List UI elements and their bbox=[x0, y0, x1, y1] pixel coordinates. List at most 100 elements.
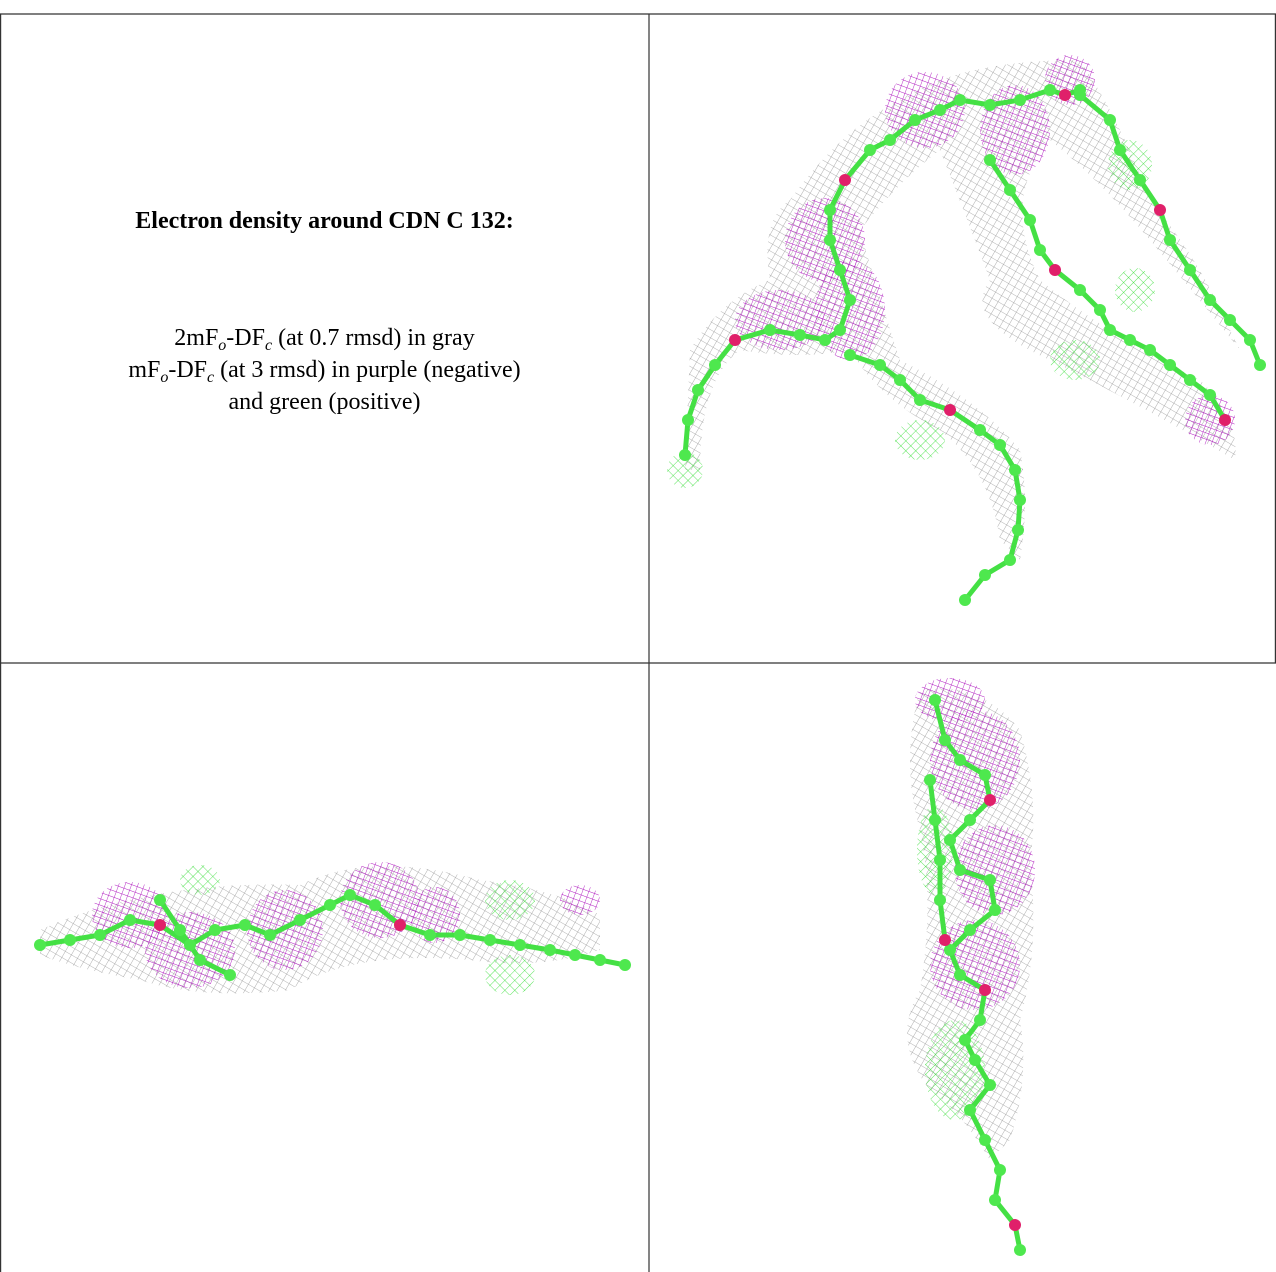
atom bbox=[844, 349, 856, 361]
atom bbox=[154, 894, 166, 906]
atom bbox=[174, 924, 186, 936]
atom bbox=[1014, 1244, 1026, 1256]
atom bbox=[989, 1194, 1001, 1206]
atom bbox=[954, 864, 966, 876]
density-panel-bottom-left bbox=[34, 862, 631, 995]
legend-text: and green (positive) bbox=[229, 389, 421, 415]
atom bbox=[844, 294, 856, 306]
atom bbox=[154, 919, 166, 931]
legend-line: 2mFo-DFc (at 0.7 rmsd) in gray bbox=[0, 322, 649, 354]
atom bbox=[954, 94, 966, 106]
density-panel-bottom-right bbox=[907, 678, 1035, 1256]
atom bbox=[34, 939, 46, 951]
atom bbox=[1204, 389, 1216, 401]
atom bbox=[94, 929, 106, 941]
atom bbox=[394, 919, 406, 931]
atom bbox=[1012, 524, 1024, 536]
atom bbox=[939, 934, 951, 946]
atom bbox=[979, 984, 991, 996]
atom bbox=[914, 394, 926, 406]
atom bbox=[239, 919, 251, 931]
figure-page: Electron density around CDN C 132: 2mFo-… bbox=[0, 0, 1276, 1272]
atom bbox=[1124, 334, 1136, 346]
atom bbox=[1104, 114, 1116, 126]
atom bbox=[934, 104, 946, 116]
atom bbox=[1154, 204, 1166, 216]
figure-art bbox=[0, 0, 1276, 1272]
atom bbox=[874, 359, 886, 371]
atom bbox=[264, 929, 276, 941]
atom bbox=[324, 899, 336, 911]
atom bbox=[1204, 294, 1216, 306]
atom bbox=[1094, 304, 1106, 316]
legend-text: mF bbox=[128, 357, 160, 383]
atom bbox=[1134, 174, 1146, 186]
atom bbox=[344, 889, 356, 901]
atom bbox=[884, 134, 896, 146]
atom bbox=[834, 324, 846, 336]
atom bbox=[1184, 264, 1196, 276]
atom bbox=[124, 914, 136, 926]
atom bbox=[369, 899, 381, 911]
atom bbox=[1244, 334, 1256, 346]
atom bbox=[1164, 359, 1176, 371]
atom bbox=[974, 424, 986, 436]
atom bbox=[1164, 234, 1176, 246]
atom bbox=[1184, 374, 1196, 386]
atom bbox=[454, 929, 466, 941]
atom bbox=[184, 939, 196, 951]
atom bbox=[824, 204, 836, 216]
atom bbox=[819, 334, 831, 346]
atom bbox=[864, 144, 876, 156]
atom bbox=[764, 324, 776, 336]
legend-subscript: c bbox=[265, 337, 272, 354]
atom bbox=[1024, 214, 1036, 226]
atom bbox=[294, 914, 306, 926]
atom bbox=[944, 404, 956, 416]
atom bbox=[1034, 244, 1046, 256]
atom bbox=[924, 774, 936, 786]
legend-line: mFo-DFc (at 3 rmsd) in purple (negative) bbox=[0, 354, 649, 386]
atom bbox=[994, 1164, 1006, 1176]
legend-text: -DF bbox=[168, 357, 207, 383]
atom bbox=[594, 954, 606, 966]
atom bbox=[1009, 1219, 1021, 1231]
atom bbox=[984, 99, 996, 111]
atom bbox=[569, 949, 581, 961]
table-borders bbox=[0, 14, 1276, 1272]
atom bbox=[1074, 89, 1086, 101]
atom bbox=[929, 814, 941, 826]
atom bbox=[1014, 94, 1026, 106]
atom bbox=[679, 449, 691, 461]
atom bbox=[1009, 464, 1021, 476]
atom bbox=[984, 154, 996, 166]
atom bbox=[959, 594, 971, 606]
atom bbox=[682, 414, 694, 426]
atom bbox=[839, 174, 851, 186]
atom bbox=[729, 334, 741, 346]
atom bbox=[824, 234, 836, 246]
atom bbox=[984, 1079, 996, 1091]
atom bbox=[964, 924, 976, 936]
atom bbox=[692, 384, 704, 396]
atom bbox=[944, 834, 956, 846]
atom bbox=[1254, 359, 1266, 371]
atom bbox=[984, 874, 996, 886]
atom bbox=[934, 894, 946, 906]
atom bbox=[964, 1104, 976, 1116]
atom bbox=[979, 1134, 991, 1146]
atom bbox=[1004, 184, 1016, 196]
atom bbox=[984, 794, 996, 806]
title: Electron density around CDN C 132: bbox=[0, 208, 649, 235]
atom bbox=[1004, 554, 1016, 566]
atom bbox=[544, 944, 556, 956]
atom bbox=[969, 1054, 981, 1066]
atom bbox=[989, 904, 1001, 916]
atom bbox=[484, 934, 496, 946]
atom bbox=[934, 854, 946, 866]
atom bbox=[619, 959, 631, 971]
atom bbox=[709, 359, 721, 371]
atom bbox=[1104, 324, 1116, 336]
atom bbox=[1224, 314, 1236, 326]
